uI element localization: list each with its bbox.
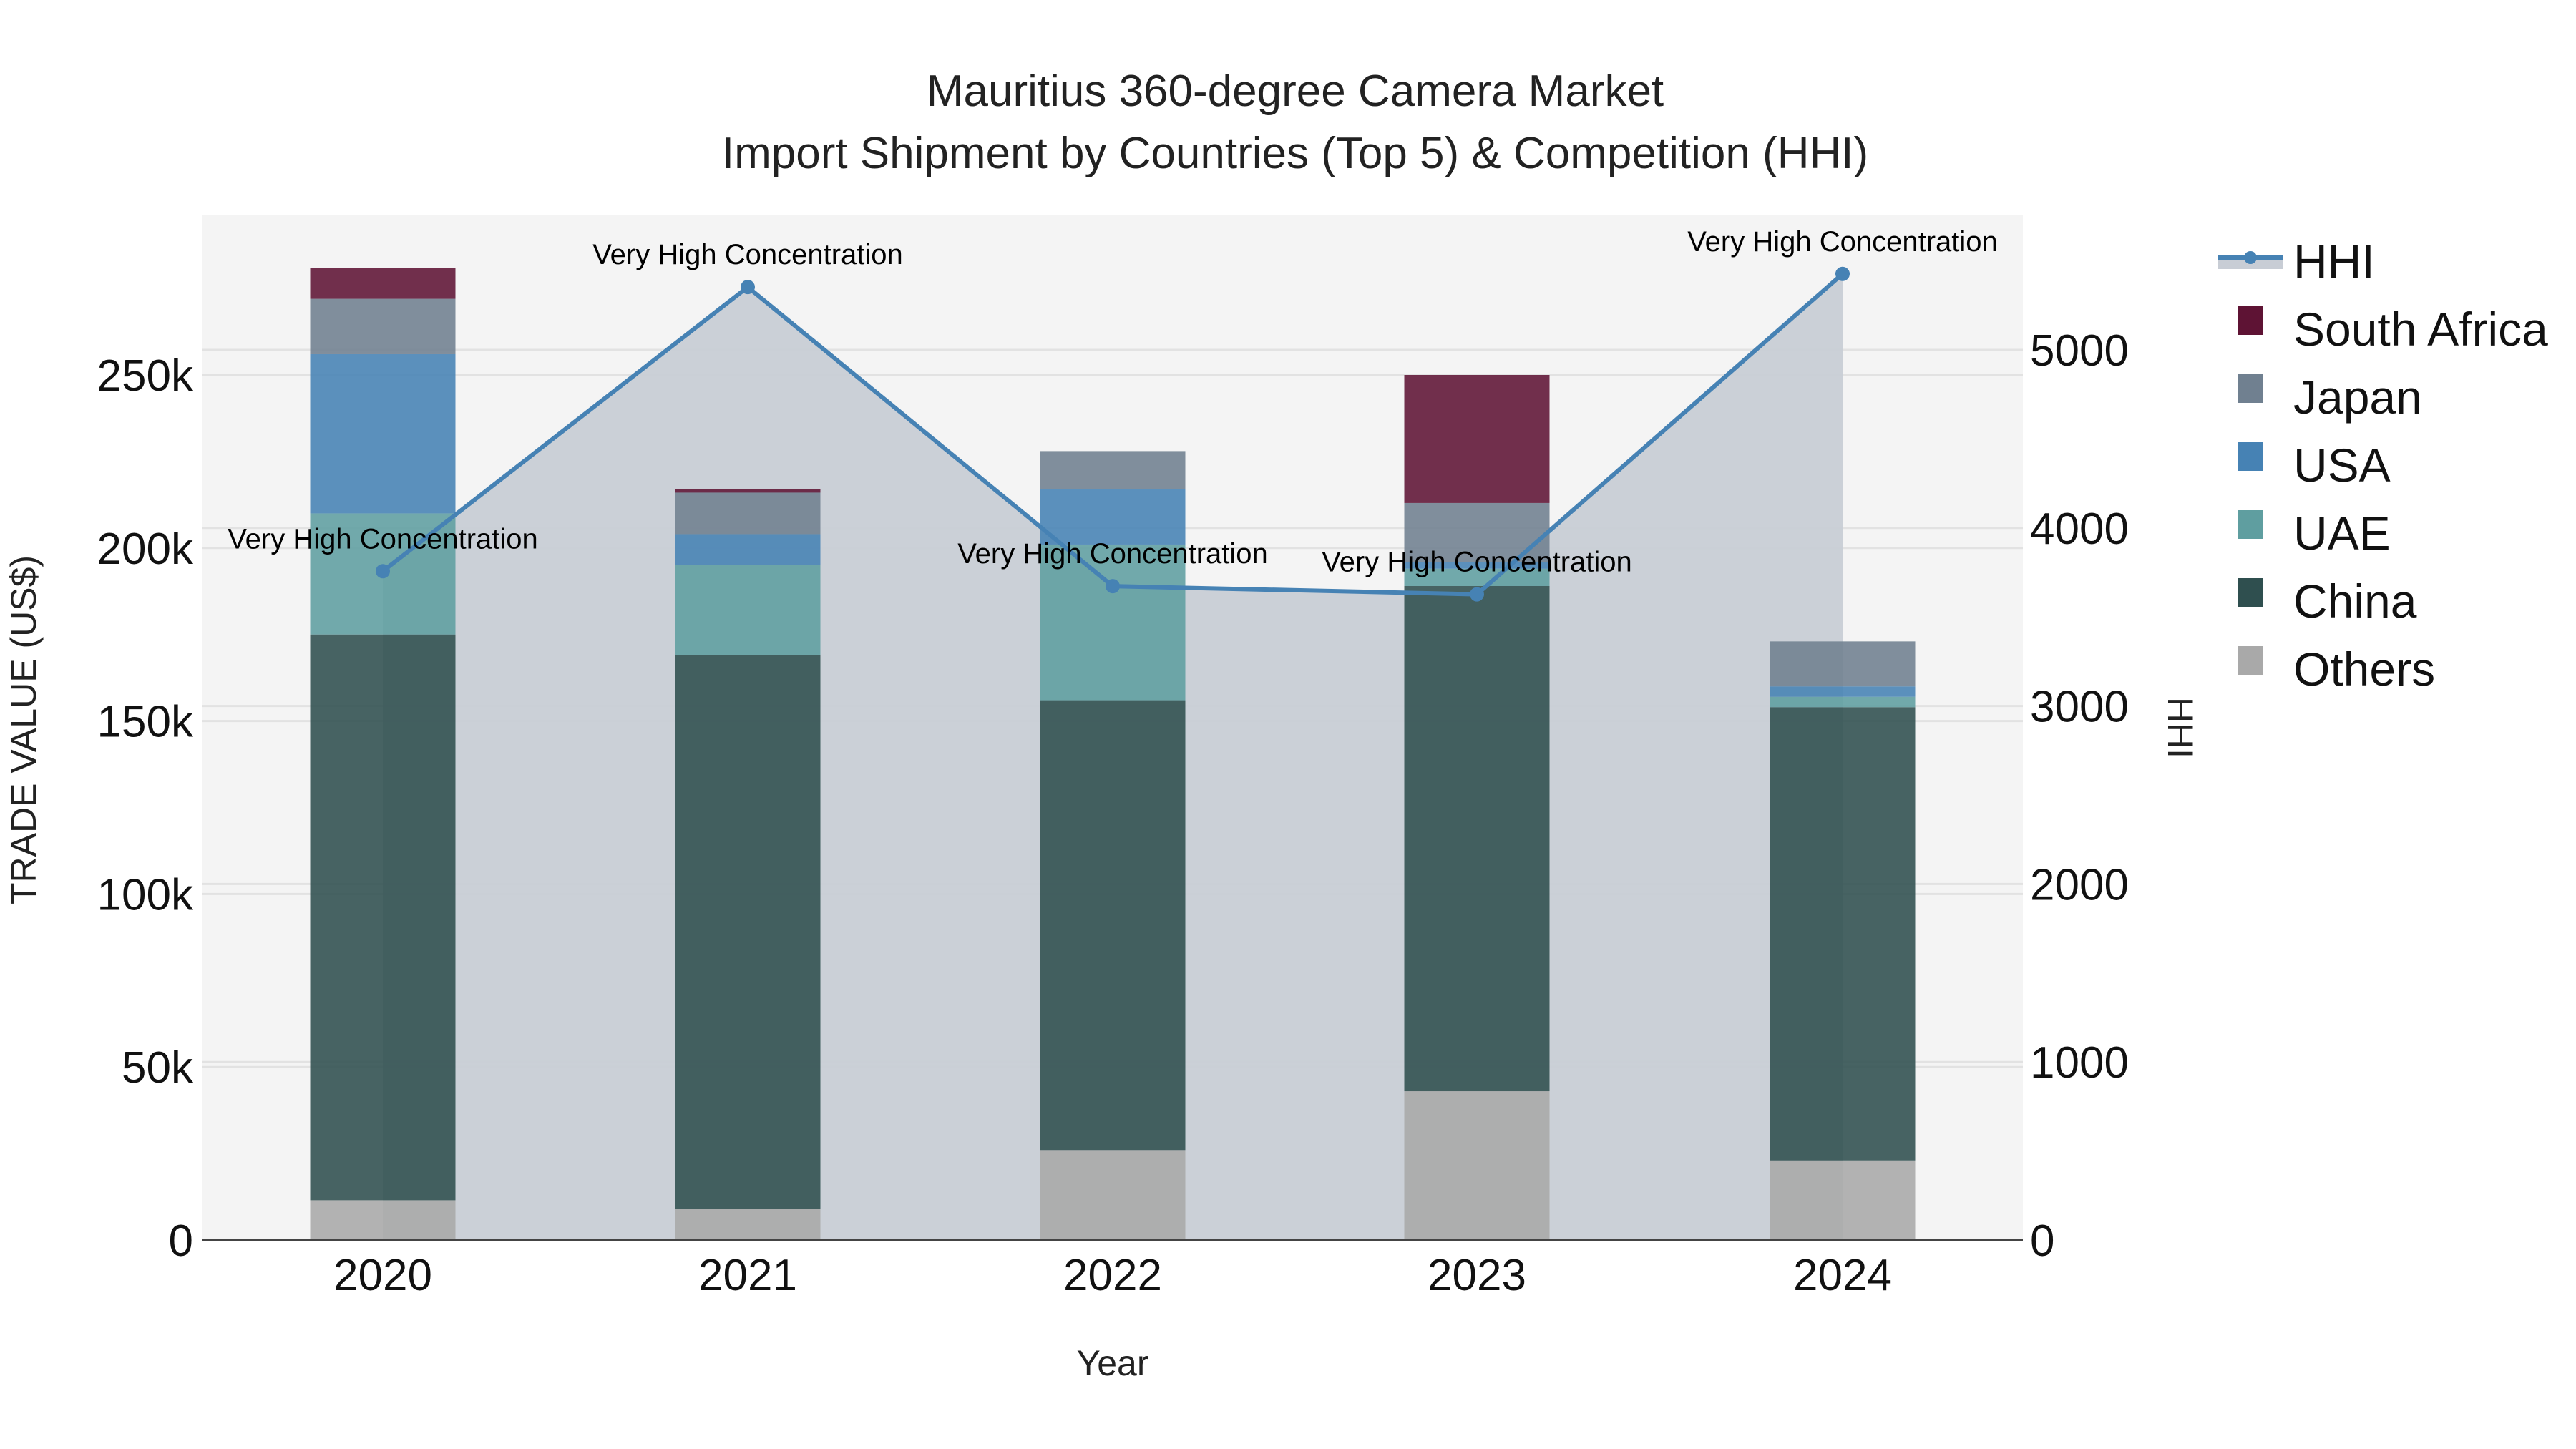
- y-right-ticks: 0 1000 2000 3000 4000 5000: [2030, 326, 2129, 1266]
- hhi-marker-2021[interactable]: [741, 280, 755, 295]
- bar-segment-south-africa-2023[interactable]: [1404, 375, 1550, 503]
- y-right-axis-title: HHI: [2160, 697, 2200, 758]
- bar-segment-usa-2020[interactable]: [310, 353, 456, 514]
- bar-segment-others-2024[interactable]: [1770, 1160, 1916, 1240]
- svg-text:100k: 100k: [97, 870, 194, 919]
- svg-text:0: 0: [2030, 1216, 2054, 1266]
- bar-segment-japan-2024[interactable]: [1770, 641, 1916, 687]
- legend-item-china[interactable]: China: [2238, 575, 2417, 628]
- svg-text:China: China: [2293, 575, 2417, 628]
- svg-text:0: 0: [169, 1216, 193, 1266]
- chart-title-line1: Mauritius 360-degree Camera Market: [927, 67, 1664, 116]
- stacked-bars: [310, 268, 1916, 1240]
- bar-segment-china-2024[interactable]: [1770, 707, 1916, 1161]
- bar-segment-uae-2023[interactable]: [1404, 568, 1550, 586]
- bar-segment-china-2023[interactable]: [1404, 585, 1550, 1092]
- legend-item-uae[interactable]: UAE: [2238, 507, 2391, 560]
- svg-text:2000: 2000: [2030, 860, 2129, 909]
- svg-text:2023: 2023: [1428, 1251, 1526, 1300]
- svg-text:4000: 4000: [2030, 504, 2129, 554]
- bar-segment-china-2021[interactable]: [675, 655, 821, 1209]
- bar-segment-uae-2024[interactable]: [1770, 696, 1916, 708]
- bar-segment-usa-2023[interactable]: [1404, 562, 1550, 569]
- bar-segment-uae-2022[interactable]: [1040, 544, 1186, 701]
- bar-segment-japan-2022[interactable]: [1040, 451, 1186, 489]
- hhi-marker-2022[interactable]: [1106, 579, 1120, 594]
- bar-segment-others-2023[interactable]: [1404, 1091, 1550, 1240]
- bar-segment-south-africa-2020[interactable]: [310, 268, 456, 299]
- hhi-annotation-2023: Very High Concentration: [1322, 547, 1632, 578]
- svg-text:UAE: UAE: [2293, 507, 2391, 560]
- svg-text:200k: 200k: [97, 525, 194, 574]
- svg-text:2020: 2020: [333, 1251, 432, 1300]
- svg-text:250k: 250k: [97, 351, 194, 401]
- hhi-annotation-2021: Very High Concentration: [592, 239, 903, 270]
- bar-segment-china-2020[interactable]: [310, 634, 456, 1201]
- svg-text:1000: 1000: [2030, 1038, 2129, 1088]
- legend: HHI South Africa Japan USA UAE China Others: [2218, 235, 2548, 696]
- svg-text:Others: Others: [2293, 643, 2435, 696]
- legend-item-japan[interactable]: Japan: [2238, 371, 2422, 424]
- bar-segment-others-2020[interactable]: [310, 1200, 456, 1240]
- bar-segment-south-africa-2021[interactable]: [675, 489, 821, 493]
- hhi-annotation-2024: Very High Concentration: [1687, 226, 1998, 258]
- hhi-line: [376, 266, 1850, 602]
- bar-segment-japan-2021[interactable]: [675, 492, 821, 535]
- svg-text:2024: 2024: [1793, 1251, 1892, 1300]
- legend-item-others[interactable]: Others: [2238, 643, 2435, 696]
- hhi-annotation-2022: Very High Concentration: [957, 538, 1268, 570]
- x-axis-title: Year: [1076, 1343, 1148, 1383]
- bar-segment-china-2022[interactable]: [1040, 700, 1186, 1151]
- bar-segment-others-2021[interactable]: [675, 1209, 821, 1240]
- svg-text:150k: 150k: [97, 698, 194, 747]
- hhi-annotations: Very High Concentration Very High Concent…: [228, 226, 1998, 578]
- svg-text:South Africa: South Africa: [2293, 303, 2548, 356]
- bar-segment-japan-2020[interactable]: [310, 298, 456, 354]
- legend-item-usa[interactable]: USA: [2238, 439, 2391, 492]
- bar-segment-uae-2021[interactable]: [675, 565, 821, 655]
- x-ticks: 2020 2021 2022 2023 2024: [333, 1251, 1892, 1300]
- legend-item-hhi[interactable]: HHI: [2218, 235, 2375, 288]
- hhi-annotation-2020: Very High Concentration: [228, 523, 538, 555]
- bar-segment-usa-2022[interactable]: [1040, 489, 1186, 545]
- svg-text:Japan: Japan: [2293, 371, 2422, 424]
- svg-text:2022: 2022: [1063, 1251, 1162, 1300]
- legend-item-south-africa[interactable]: South Africa: [2238, 303, 2548, 356]
- hhi-marker-2024[interactable]: [1835, 266, 1850, 281]
- svg-text:USA: USA: [2293, 439, 2391, 492]
- chart-title-line2: Import Shipment by Countries (Top 5) & C…: [722, 129, 1868, 178]
- svg-text:50k: 50k: [122, 1043, 194, 1093]
- svg-text:HHI: HHI: [2293, 235, 2375, 288]
- svg-text:5000: 5000: [2030, 326, 2129, 376]
- hhi-marker-2020[interactable]: [376, 564, 390, 579]
- svg-text:2021: 2021: [698, 1251, 797, 1300]
- y-left-axis-title: TRADE VALUE (US$): [4, 555, 44, 904]
- bar-segment-usa-2021[interactable]: [675, 534, 821, 565]
- y-left-ticks: 0 50k 100k 150k 200k 250k: [97, 351, 194, 1266]
- svg-text:3000: 3000: [2030, 683, 2129, 732]
- hhi-marker-2023[interactable]: [1470, 587, 1484, 602]
- bar-segment-usa-2024[interactable]: [1770, 686, 1916, 697]
- bar-segment-others-2022[interactable]: [1040, 1150, 1186, 1240]
